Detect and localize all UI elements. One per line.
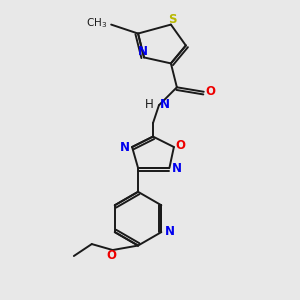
Text: O: O [205,85,215,98]
Text: CH$_3$: CH$_3$ [86,16,108,30]
Text: N: N [165,225,175,238]
Text: H: H [145,98,154,111]
Text: S: S [168,13,177,26]
Text: N: N [160,98,170,111]
Text: N: N [172,162,182,175]
Text: N: N [120,141,130,154]
Text: N: N [137,45,148,58]
Text: O: O [106,249,116,262]
Text: O: O [176,139,185,152]
